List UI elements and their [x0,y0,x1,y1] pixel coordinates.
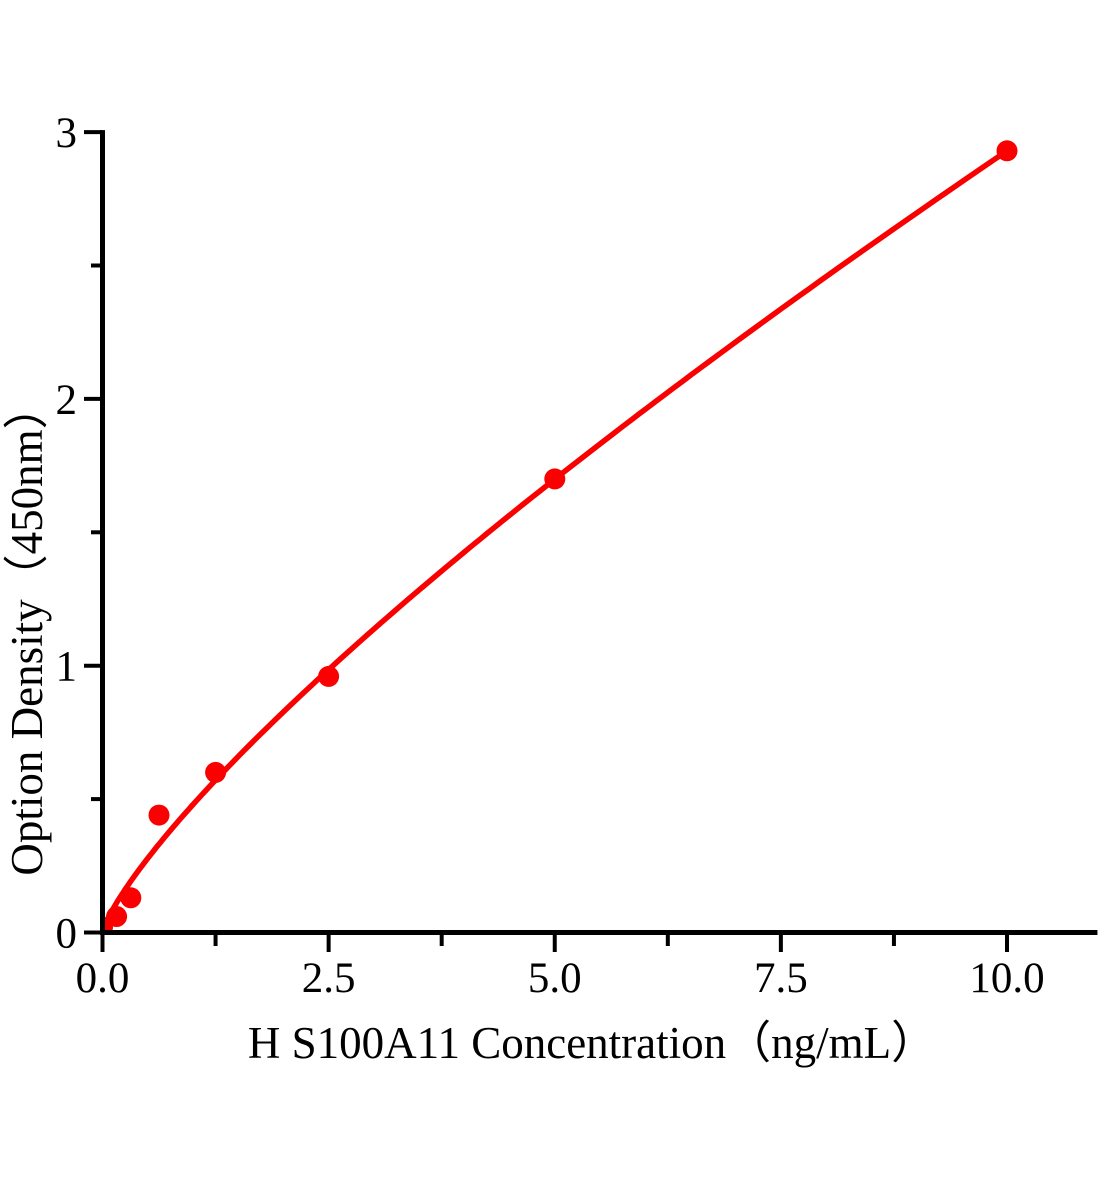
x-tick-label: 10.0 [969,955,1044,1002]
data-point [996,140,1018,162]
data-layer [105,140,1018,930]
y-axis-title: Option Density（450nm） [2,384,52,875]
data-point [205,761,227,783]
x-tick-label: 0.0 [76,955,130,1002]
data-point [106,906,128,927]
data-point [544,468,566,490]
data-point [318,665,340,687]
x-tick-label: 2.5 [302,955,356,1002]
fit-curve [105,148,1010,930]
data-point [120,887,142,909]
y-tick-label: 0 [56,911,78,958]
axes-layer: 0.0 2.5 5.0 7.5 10.0 0 1 2 3 [56,110,1098,1002]
y-tick-label: 3 [56,110,78,157]
y-tick-label: 2 [56,377,78,424]
y-tick-label: 1 [56,644,78,691]
data-point [148,804,170,826]
x-tick-label: 5.0 [528,955,582,1002]
x-tick-label: 7.5 [754,955,808,1002]
x-axis-title: H S100A11 Concentration（ng/mL） [248,1018,936,1068]
